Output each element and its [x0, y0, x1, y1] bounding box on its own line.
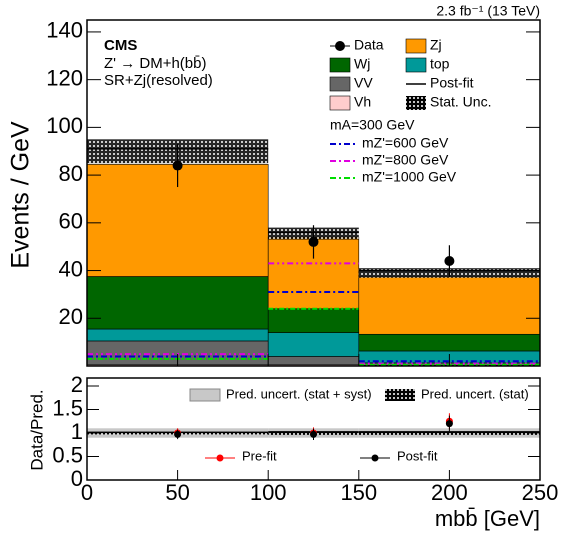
y-tick-label: 1.5 — [52, 395, 83, 420]
x-tick-label: 250 — [522, 480, 559, 505]
plot-frame — [86, 19, 541, 367]
y-tick-label: 40 — [59, 256, 83, 281]
y-tick-label: 0.5 — [52, 442, 83, 467]
legend-marker — [406, 96, 426, 110]
legend-marker — [216, 454, 224, 462]
y-tick-label: 60 — [59, 209, 83, 234]
y-tick-label: 100 — [46, 113, 83, 138]
legend-label: Pred. uncert. (stat) — [421, 386, 529, 401]
data-point — [308, 236, 319, 247]
legend-label: Vh — [354, 94, 371, 110]
stack-bar — [86, 276, 269, 330]
data-point — [172, 160, 183, 171]
x-tick-label: 200 — [431, 480, 468, 505]
ratio-frame — [86, 377, 541, 481]
experiment-label: CMS — [104, 37, 137, 54]
y-tick-label: 0 — [71, 466, 83, 491]
legend-label: Data — [354, 37, 384, 53]
legend-marker — [189, 388, 221, 402]
y-axis-title: Events / GeV — [7, 121, 35, 269]
legend-marker — [329, 76, 351, 92]
stack-bar — [267, 356, 360, 366]
postfit-point — [445, 420, 453, 428]
legend-marker — [329, 57, 351, 73]
legend-label: Pred. uncert. (stat + syst) — [226, 386, 372, 401]
legend-label: Zj — [430, 37, 442, 53]
legend-marker — [335, 41, 345, 51]
postfit-point — [174, 430, 182, 438]
region-label: SR+Zj(resolved) — [104, 72, 213, 89]
stack-bar — [358, 276, 541, 335]
legend-label: Stat. Unc. — [430, 94, 491, 110]
y-tick-label: 120 — [46, 65, 83, 90]
x-tick-label: 100 — [250, 480, 287, 505]
y-tick-label: 140 — [46, 18, 83, 43]
legend-label: Post-fit — [430, 75, 474, 91]
legend-label: VV — [354, 75, 373, 91]
legend-label: top — [430, 56, 450, 72]
stat-band — [358, 431, 540, 435]
legend-label: Post-fit — [397, 448, 438, 463]
legend-label: mZ'=1000 GeV — [362, 169, 457, 185]
x-tick-label: 150 — [340, 480, 377, 505]
legend-label: mZ'=600 GeV — [362, 135, 449, 151]
legend-marker — [405, 38, 427, 54]
x-axis-title: mbb̄ [GeV] — [435, 506, 540, 531]
legend-marker — [385, 389, 415, 401]
x-tick-label: 0 — [81, 480, 93, 505]
data-point — [444, 256, 455, 267]
stack-bar — [86, 328, 269, 342]
y-tick-label: 2 — [71, 372, 83, 397]
process-label: Z' → DM+h(bb̄) — [104, 55, 206, 72]
postfit-point — [310, 430, 317, 438]
stack-bar — [267, 332, 360, 357]
legend-marker — [329, 95, 351, 111]
lumi-label: 2.3 fb⁻¹ (13 TeV) — [436, 3, 540, 19]
stack-bar — [267, 308, 360, 333]
signal-header: mA=300 GeV — [330, 117, 415, 133]
legend-marker — [371, 454, 379, 462]
legend-label: Pre-fit — [242, 448, 277, 463]
legend-marker — [405, 57, 427, 73]
y-tick-label: 20 — [59, 304, 83, 329]
x-tick-label: 50 — [165, 480, 189, 505]
legend-label: Wj — [354, 56, 370, 72]
y-tick-label: 1 — [71, 419, 83, 444]
stack-bar — [358, 333, 541, 352]
y-tick-label: 80 — [59, 161, 83, 186]
legend-label: mZ'=800 GeV — [362, 152, 449, 168]
ratio-y-axis-title: Data/Pred. — [27, 389, 46, 470]
